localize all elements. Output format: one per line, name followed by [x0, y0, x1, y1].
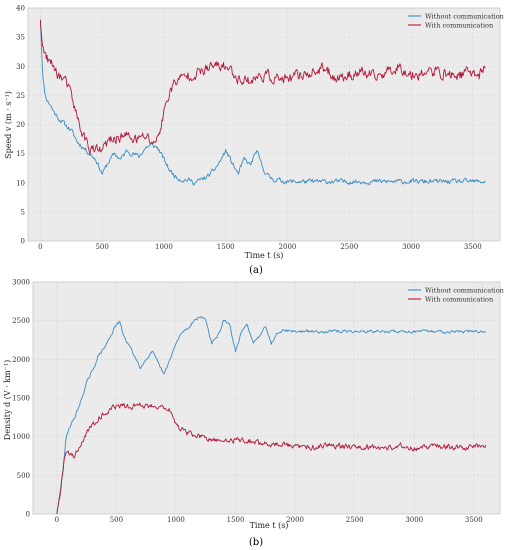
- x-tick-label: 500: [110, 516, 123, 524]
- y-tick-label: 30: [16, 63, 25, 71]
- ticks-b: 0 500 1000 1500 2000 2500 3000 0 500 1000 1500 2000…: [12, 279, 483, 525]
- x-tick-label: 1000: [167, 516, 185, 524]
- legend-entry: With communication: [425, 295, 493, 303]
- y-tick-label: 40: [16, 5, 25, 13]
- y-tick-label: 20: [16, 121, 25, 129]
- grid-a: [28, 8, 500, 241]
- y-tick-label: 5: [21, 208, 25, 216]
- legend-entry: With communication: [425, 21, 493, 29]
- x-tick-label: 1500: [217, 243, 235, 251]
- legend-entry: Without communication: [425, 286, 504, 294]
- x-tick-label: 0: [38, 243, 42, 251]
- x-tick-label: 0: [55, 516, 59, 524]
- ticks-a: 0 5 10 15 20 25 30 35 40 0 500 1000 1500 2000 2500 3000…: [16, 5, 482, 252]
- grid-b: [33, 282, 500, 514]
- y-tick-label: 2000: [12, 356, 30, 364]
- y-tick-label: 10: [16, 179, 25, 187]
- series-lines-b: [56, 316, 487, 515]
- y-axis-label-a: Speed v (m · s⁻¹): [4, 91, 13, 159]
- chart-panel-a: 0 5 10 15 20 25 30 35 40 0 500 1000 1500 2000 2500 3000…: [4, 5, 504, 277]
- legend-entry: Without communication: [425, 12, 504, 20]
- caption-b: (b): [249, 537, 263, 548]
- y-tick-label: 25: [16, 92, 25, 100]
- x-axis-label-b: Time t (s): [250, 521, 289, 530]
- series-line-with-communication: [56, 402, 487, 515]
- y-axis-label-b: Density d (V · km⁻¹): [3, 360, 12, 440]
- chart-panel-b: 0 500 1000 1500 2000 2500 3000 0 500 1000 1500 2000…: [3, 279, 504, 549]
- x-tick-label: 3500: [464, 243, 482, 251]
- x-tick-label: 2500: [340, 243, 358, 251]
- x-tick-label: 1500: [227, 516, 245, 524]
- x-tick-label: 3500: [465, 516, 483, 524]
- x-tick-label: 2000: [286, 516, 304, 524]
- y-tick-label: 3000: [12, 279, 30, 287]
- series-lines-a: [39, 19, 486, 186]
- y-tick-label: 0: [26, 511, 30, 519]
- x-tick-label: 2000: [279, 243, 297, 251]
- series-line-without-communication: [56, 316, 486, 515]
- y-tick-label: 2500: [12, 317, 30, 325]
- x-tick-label: 3000: [402, 243, 420, 251]
- y-tick-label: 1000: [12, 433, 30, 441]
- x-tick-label: 2500: [346, 516, 364, 524]
- x-axis-label-a: Time t (s): [245, 251, 284, 260]
- y-tick-label: 0: [21, 238, 25, 246]
- caption-a: (a): [249, 265, 263, 276]
- series-line-without-communication: [39, 19, 486, 186]
- y-tick-label: 500: [17, 472, 30, 480]
- x-tick-label: 3000: [405, 516, 423, 524]
- y-tick-label: 15: [16, 150, 25, 158]
- y-tick-label: 1500: [12, 395, 30, 403]
- x-tick-label: 1000: [155, 243, 173, 251]
- y-tick-label: 35: [16, 34, 25, 42]
- x-tick-label: 500: [95, 243, 108, 251]
- series-line-with-communication: [39, 19, 486, 155]
